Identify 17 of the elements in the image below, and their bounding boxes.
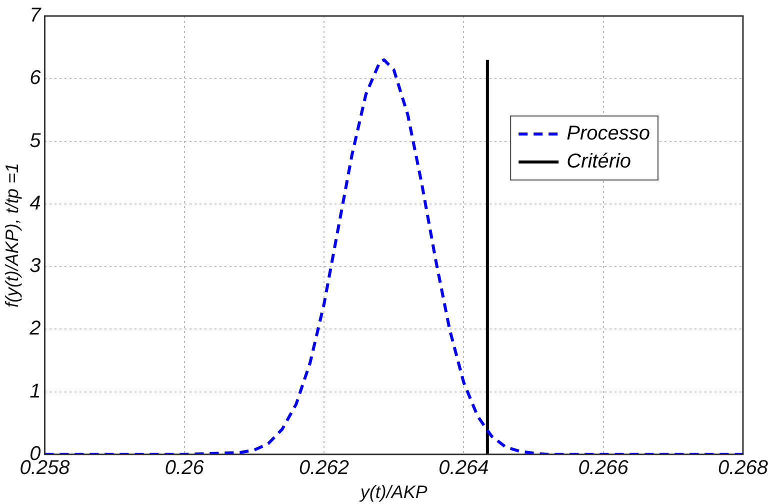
legend-label: Critério	[566, 150, 632, 173]
x-tick-label: 0.268	[718, 456, 768, 479]
x-tick-label: 0.264	[438, 456, 489, 479]
x-tick-label: 0.266	[578, 456, 630, 479]
y-axis-title: f(y(t)/AKP), t/tp =1	[2, 162, 22, 308]
y-tick-label: 6	[30, 67, 42, 90]
y-tick-label: 1	[30, 380, 41, 402]
y-tick-label: 3	[30, 255, 41, 278]
y-tick-label: 4	[30, 192, 41, 214]
x-tick-label: 0.262	[298, 456, 350, 479]
y-tick-label: 7	[30, 4, 42, 27]
line-series	[44, 58, 743, 454]
legend-label: Processo	[566, 122, 650, 145]
y-tick-label: 5	[30, 130, 42, 152]
x-tick-label: 0.26	[164, 456, 205, 479]
x-axis-title: y(t)/AKP	[358, 482, 428, 502]
y-tick-label: 2	[28, 318, 41, 340]
